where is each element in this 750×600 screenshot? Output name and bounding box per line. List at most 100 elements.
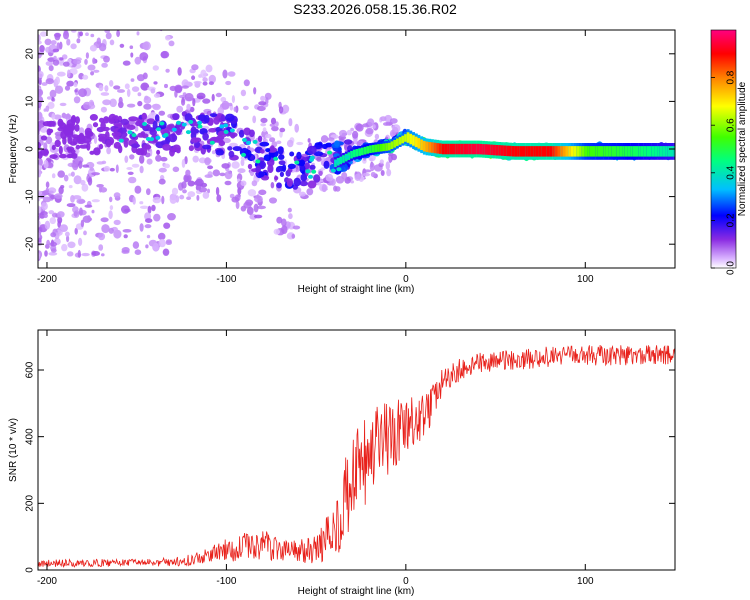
spectral-noise-blob xyxy=(204,157,211,166)
spectral-noise-blob xyxy=(98,244,104,251)
spectral-noise-blob xyxy=(74,89,78,93)
snr-marks xyxy=(38,344,675,568)
spectral-ridge-core xyxy=(576,146,580,157)
spectral-noise-blob xyxy=(264,133,272,139)
spectral-ridge-core xyxy=(350,150,354,159)
spectral-noise-blob xyxy=(252,115,257,124)
spectral-ridge-core xyxy=(420,139,424,150)
spectral-noise-blob xyxy=(48,65,54,72)
spectral-noise-blob xyxy=(150,88,156,94)
spectral-noise-blob xyxy=(253,203,259,213)
spectral-peak-blob xyxy=(188,119,194,124)
spectral-noise-blob xyxy=(333,185,338,192)
spectral-noise-blob xyxy=(104,30,110,34)
spectral-ridge-blob xyxy=(215,149,225,156)
spectral-noise-blob xyxy=(78,237,83,246)
spectral-noise-blob xyxy=(39,126,48,133)
spectral-noise-blob xyxy=(131,86,140,92)
spectral-ridge-core xyxy=(565,146,569,157)
spectral-noise-blob xyxy=(126,167,133,170)
spectral-noise-blob xyxy=(257,105,266,112)
spectral-ridge-blob xyxy=(111,131,122,137)
spectral-ridge-blob xyxy=(247,163,253,170)
spectral-noise-blob xyxy=(208,81,214,86)
spectral-ridge-blob xyxy=(76,135,86,145)
spectral-peak-blob xyxy=(294,160,300,165)
spectral-noise-blob xyxy=(90,71,95,76)
spectral-ridge-blob xyxy=(298,159,306,167)
spectral-ridge-blob xyxy=(202,132,209,141)
spectral-peak-blob xyxy=(163,132,169,137)
spectral-noise-blob xyxy=(101,62,108,68)
spectral-noise-blob xyxy=(81,15,87,23)
spectral-noise-blob xyxy=(148,112,158,118)
spectral-ridge-core xyxy=(476,143,480,155)
spectral-noise-blob xyxy=(38,190,43,196)
spectral-ridge-blob xyxy=(40,148,49,156)
spectral-ridge-blob xyxy=(146,118,156,125)
spectral-ridge-blob xyxy=(323,160,330,169)
spectral-ridge-core xyxy=(519,146,523,157)
spectral-ridge-core xyxy=(541,146,545,157)
spectral-peak-blob xyxy=(118,138,124,143)
spectral-noise-blob xyxy=(98,43,107,52)
spectral-noise-blob xyxy=(43,213,48,219)
spectral-noise-blob xyxy=(84,58,88,65)
spectral-noise-blob xyxy=(45,105,50,112)
spectral-noise-blob xyxy=(152,242,159,252)
spectral-ridge-core xyxy=(369,145,372,153)
spectral-ridge-core xyxy=(522,146,526,157)
spectral-ridge-blob xyxy=(276,182,282,189)
spectral-noise-blob xyxy=(105,32,112,40)
spectral-ridge-blob xyxy=(70,149,76,154)
spectral-peak-blob xyxy=(344,155,350,159)
spectral-noise-blob xyxy=(383,122,390,126)
spectral-noise-blob xyxy=(362,172,371,177)
spectral-peak-blob xyxy=(336,167,342,172)
spectral-noise-blob xyxy=(205,64,213,73)
spectral-peak-blob xyxy=(159,121,165,126)
spectral-ridge-core xyxy=(398,137,402,145)
spectral-peak-blob xyxy=(209,140,215,145)
spectral-noise-blob xyxy=(296,141,304,146)
spectral-noise-blob xyxy=(88,99,94,107)
spectral-noise-blob xyxy=(187,191,196,198)
spectral-noise-blob xyxy=(66,38,71,46)
spectral-noise-blob xyxy=(389,129,396,138)
x-tick-label: 0 xyxy=(403,274,409,285)
colorbar-tick-label: 0.6 xyxy=(726,118,737,132)
spectral-noise-blob xyxy=(44,250,48,257)
spectral-noise-blob xyxy=(172,166,180,173)
spectral-ridge-blob xyxy=(49,154,58,160)
spectral-noise-blob xyxy=(124,83,130,90)
spectral-ridge-core xyxy=(484,144,488,155)
spectral-ridge-blob xyxy=(172,113,180,121)
spectral-ridge-blob xyxy=(190,137,199,143)
spectral-ridge-core xyxy=(662,146,666,157)
spectral-noise-blob xyxy=(363,169,372,173)
spectral-ridge-core xyxy=(619,146,623,157)
spectral-noise-blob xyxy=(129,154,135,160)
spectral-noise-blob xyxy=(224,180,232,186)
spectral-noise-blob xyxy=(258,101,267,106)
spectral-ridge-core xyxy=(404,134,407,142)
spectral-noise-blob xyxy=(72,161,79,171)
spectral-peak-blob xyxy=(185,130,191,135)
spectral-ridge-blob xyxy=(140,146,148,156)
spectral-noise-blob xyxy=(253,87,257,95)
spectral-noise-blob xyxy=(53,55,57,61)
spectral-peak-blob xyxy=(255,159,261,164)
spectral-noise-blob xyxy=(320,135,329,143)
spectral-noise-blob xyxy=(243,105,249,110)
x-tick-label: 0 xyxy=(403,576,409,587)
spectral-noise-blob xyxy=(354,173,361,181)
spectral-ridge-blob xyxy=(113,122,123,127)
spectral-noise-blob xyxy=(294,123,300,133)
spectral-ridge-core xyxy=(490,144,494,156)
spectral-ridge-blob xyxy=(278,160,286,166)
spectral-ridge-blob xyxy=(166,124,173,130)
spectrogram-y-ticks: -20 -10 0 10 20 xyxy=(25,48,675,251)
spectral-noise-blob xyxy=(113,85,121,90)
spectral-noise-blob xyxy=(325,173,334,182)
spectral-noise-blob xyxy=(240,159,245,167)
